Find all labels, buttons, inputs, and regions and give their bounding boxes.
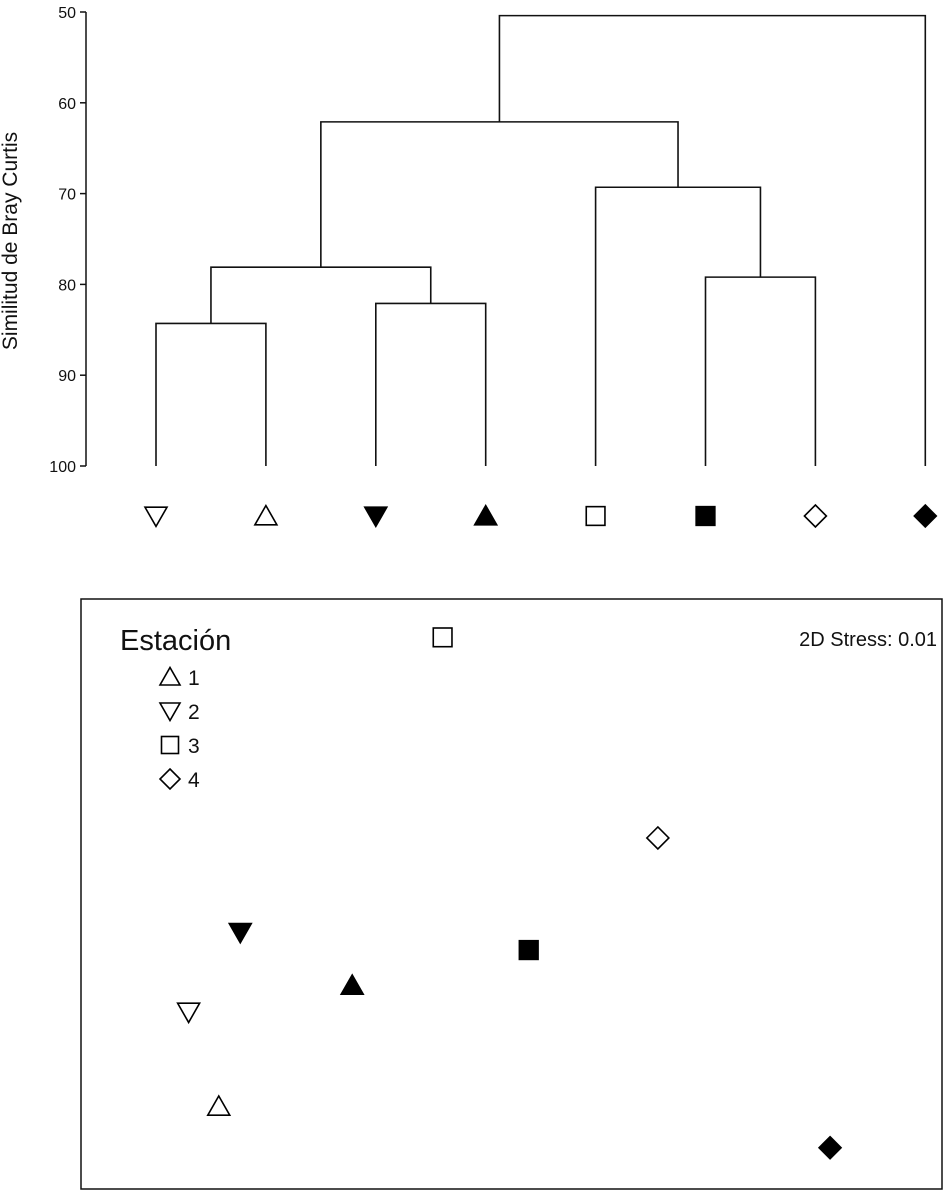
legend-label: 1 — [188, 667, 200, 690]
legend-label: 4 — [188, 769, 200, 792]
legend-title: Estación — [120, 625, 231, 657]
stress-label: 2D Stress: 0.01 — [799, 629, 937, 651]
dendrogram-link — [375, 302, 487, 466]
legend-symbol-4 — [158, 767, 182, 791]
plot-frame — [80, 598, 943, 1190]
dendrogram: Similitud de Bray Curtis 50 60 70 80 90 100 — [0, 5, 938, 529]
dendrogram-link — [498, 14, 927, 466]
leaf-marker-station-2 — [363, 506, 389, 529]
leaf-marker-station-1 — [253, 503, 279, 526]
leaf-marker-station-3 — [585, 505, 606, 527]
leaf-marker-station-4 — [913, 503, 938, 529]
y-axis-label: Similitud de Bray Curtis — [0, 132, 22, 350]
dendrogram-leaf-markers — [143, 503, 938, 529]
scatter-point-station-3 — [518, 939, 539, 961]
legend-symbol-2 — [158, 702, 182, 723]
nmds-plot: Estación 2D Stress: 0.01 1 2 3 4 — [80, 598, 943, 1190]
y-tick-label: 50 — [58, 5, 76, 22]
y-tick-label: 70 — [58, 187, 76, 204]
dendrogram-links — [155, 14, 927, 466]
leaf-marker-station-1 — [473, 503, 499, 526]
scatter-point-station-2 — [227, 922, 253, 945]
dendrogram-link — [210, 266, 432, 324]
scatter-points — [176, 627, 843, 1160]
dendrogram-link — [704, 276, 817, 466]
scatter-point-station-4 — [645, 825, 671, 851]
dendrogram-link — [320, 121, 679, 268]
dendrogram-link — [155, 322, 267, 466]
scatter-point-station-4 — [817, 1135, 843, 1160]
legend-label: 2 — [188, 701, 200, 724]
legend-symbol-1 — [158, 665, 182, 686]
leaf-marker-station-2 — [143, 506, 169, 529]
y-tick-label: 80 — [58, 277, 76, 294]
legend-label: 3 — [188, 735, 200, 758]
y-axis: 50 60 70 80 90 100 — [49, 5, 87, 476]
y-tick-label: 90 — [58, 368, 76, 385]
scatter-point-station-1 — [339, 973, 365, 996]
scatter-point-station-2 — [176, 1002, 202, 1025]
leaf-marker-station-4 — [803, 503, 828, 529]
legend-symbol-3 — [160, 735, 180, 755]
scatter-point-station-1 — [206, 1094, 232, 1116]
y-tick-label: 100 — [49, 459, 76, 476]
dendrogram-link — [594, 186, 762, 466]
leaf-marker-station-3 — [695, 505, 716, 527]
scatter-point-station-3 — [432, 627, 453, 648]
y-tick-label: 60 — [58, 96, 76, 113]
legend: 1 2 3 4 — [158, 665, 200, 792]
